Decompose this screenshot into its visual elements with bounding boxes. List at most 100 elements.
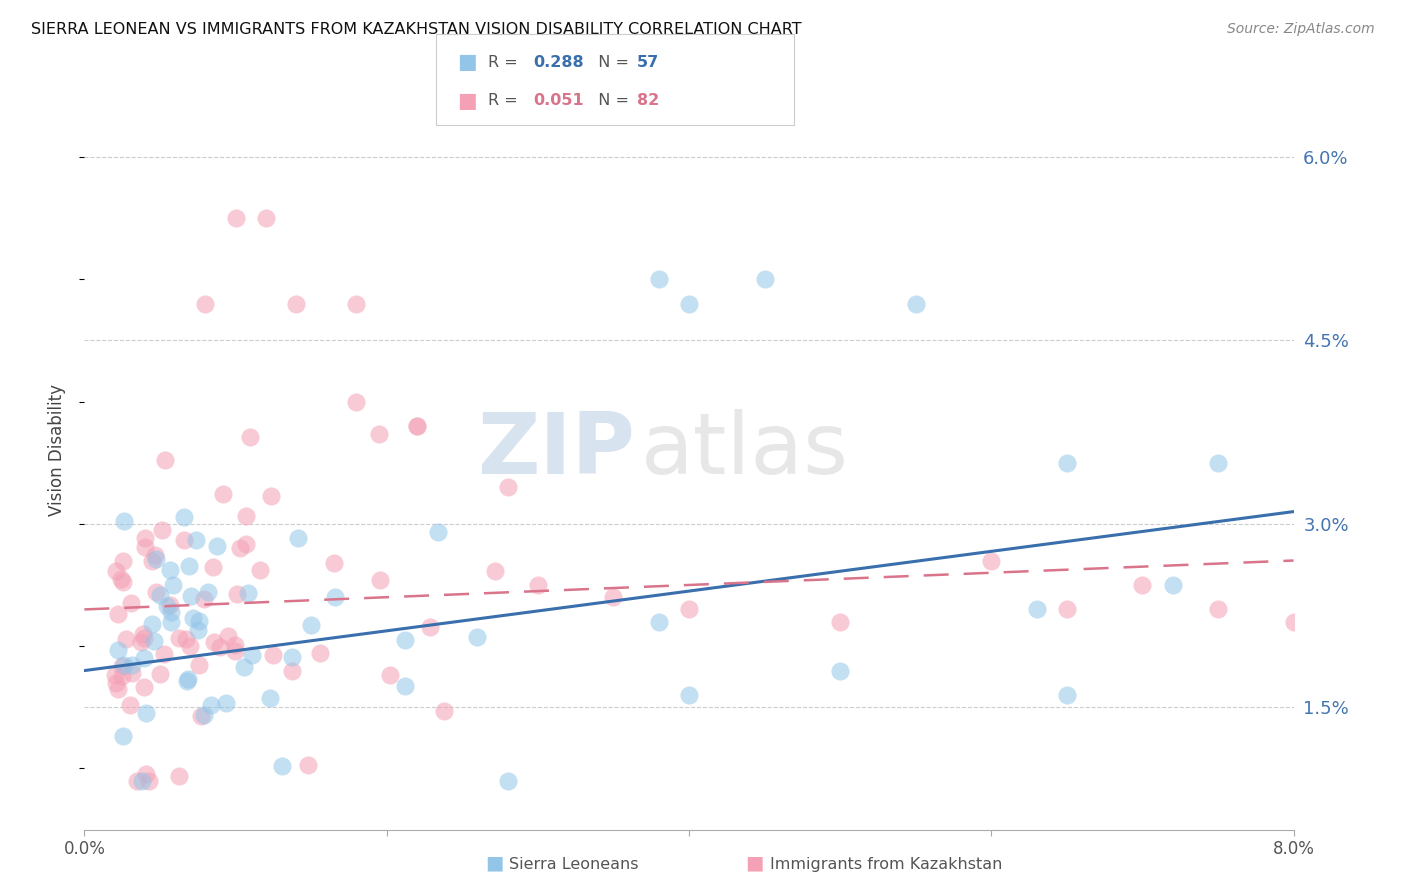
Point [180,589,202,603]
Point [229,541,252,555]
Point [287,531,309,545]
Point [378,668,401,682]
Point [111,554,134,568]
Point [121,658,143,673]
Point [1056,456,1078,470]
Point [150,524,173,538]
Point [104,668,127,682]
Point [433,704,456,718]
Point [297,758,319,772]
Point [368,573,391,587]
Point [830,615,852,629]
Point [135,767,157,781]
Point [120,595,142,609]
Point [212,487,235,501]
Point [193,591,215,606]
Point [260,489,283,503]
Point [207,539,229,553]
Point [1132,578,1154,592]
Text: ■: ■ [457,91,477,111]
Point [104,675,127,690]
Text: Sierra Leoneans: Sierra Leoneans [509,857,638,872]
Text: 0.288: 0.288 [533,55,583,70]
Point [527,578,550,592]
Point [145,552,167,566]
Point [120,698,142,713]
Point [159,615,181,629]
Point [153,647,176,661]
Point [138,773,160,788]
Point [186,533,208,548]
Point [323,590,346,604]
Point [322,556,344,570]
Text: SIERRA LEONEAN VS IMMIGRANTS FROM KAZAKHSTAN VISION DISABILITY CORRELATION CHART: SIERRA LEONEAN VS IMMIGRANTS FROM KAZAKH… [31,22,801,37]
Point [1206,602,1229,616]
Point [208,640,231,654]
Text: ■: ■ [485,854,503,872]
Point [602,591,624,605]
Point [249,563,271,577]
Point [111,658,134,673]
Point [174,632,197,646]
Point [134,681,156,695]
Point [465,630,488,644]
Point [281,664,304,678]
Point [104,564,127,578]
Point [176,673,198,688]
Point [132,627,155,641]
Point [648,272,671,286]
Point [1206,456,1229,470]
Point [187,614,209,628]
Point [346,296,368,310]
Point [110,572,132,586]
Point [187,658,209,673]
Point [1056,688,1078,702]
Point [238,585,260,599]
Point [346,394,368,409]
Text: 82: 82 [637,94,659,108]
Point [214,696,236,710]
Point [129,634,152,648]
Point [225,211,247,226]
Text: R =: R = [488,55,523,70]
Point [754,272,776,286]
Point [107,607,129,622]
Text: Immigrants from Kazakhstan: Immigrants from Kazakhstan [770,857,1002,872]
Point [153,452,176,467]
Point [173,533,195,547]
Point [280,649,302,664]
Point [496,773,519,788]
Point [678,296,700,310]
Point [194,296,217,310]
Point [980,553,1002,567]
Text: 0.051: 0.051 [533,94,583,108]
Point [406,419,429,434]
Point [143,548,166,562]
Point [111,669,134,683]
Point [197,585,219,599]
Point [134,632,156,646]
Point [114,632,136,646]
Point [235,537,257,551]
Point [149,667,172,681]
Point [1025,602,1047,616]
Point [142,634,165,648]
Point [112,657,135,672]
Point [254,211,277,226]
Point [125,773,148,788]
Point [427,524,450,539]
Point [233,660,256,674]
Text: 57: 57 [637,55,659,70]
Point [419,620,441,634]
Point [187,623,209,637]
Point [678,688,700,702]
Point [121,666,143,681]
Point [181,611,204,625]
Point [309,646,332,660]
Point [904,296,927,310]
Point [167,631,190,645]
Point [193,707,215,722]
Point [240,648,263,662]
Point [135,706,157,721]
Point [177,558,200,573]
